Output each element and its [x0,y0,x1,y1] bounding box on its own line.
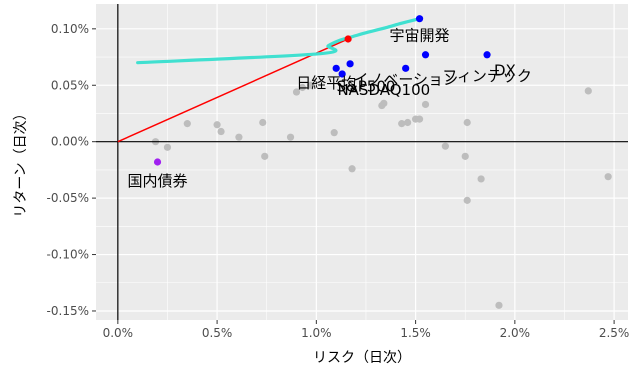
highlight-point [346,60,354,68]
y-tick-label: -0.05% [47,191,89,205]
x-tick-label: 2.5% [599,326,630,340]
data-point [441,142,449,150]
data-point [604,173,612,181]
x-tick-label: 1.5% [400,326,431,340]
point-label: DX [494,62,516,80]
point-label: イノベーション [353,71,458,89]
data-point [477,175,485,183]
highlight-point [402,64,410,72]
y-tick-label: -0.10% [47,248,89,262]
highlight-point [421,51,430,59]
capital-market-line [117,38,349,143]
plot-panel [96,4,628,320]
data-point [495,301,503,309]
x-tick-label: 1.0% [301,326,332,340]
highlighted-fund-points [332,15,491,78]
data-point [286,133,295,141]
highlight-point [483,51,491,59]
point-label: 日経平均 [296,74,356,92]
domestic-bond-point [153,158,162,166]
data-point [404,118,412,127]
point-label: フィンテック [442,67,532,85]
y-tick-label: 0.05% [51,78,89,92]
data-point [183,120,191,128]
y-tick-label: 0.10% [51,22,89,36]
data-point [330,129,338,137]
bond-point-label: 国内債券 [128,172,188,190]
data-point [292,88,301,96]
x-tick-label: 0.0% [103,326,134,340]
data-point [461,152,469,160]
data-point [463,118,471,127]
point-label: S&P500 [337,77,396,95]
data-point [415,115,424,123]
highlight-point [338,70,346,78]
data-point [380,99,388,107]
data-point [398,120,406,128]
data-point [584,87,592,95]
x-axis-title: リスク（日次） [313,350,411,366]
data-point [213,121,221,129]
point-label: NASDAQ100 [337,81,430,99]
data-point [348,165,356,173]
data-point [163,143,172,151]
y-axis-title: リターン（日次） [13,106,29,217]
highlight-point [332,64,340,72]
x-tick-label: 2.0% [500,326,531,340]
data-point [235,133,243,141]
data-point [261,152,269,160]
highlight-point [415,15,424,23]
y-axis-ticks: -0.15% -0.10% -0.05% 0.00% 0.05% 0.10% [47,22,96,318]
x-tick-label: 0.5% [202,326,233,340]
x-axis-ticks: 0.0% 0.5% 1.0% 1.5% 2.0% 2.5% [103,320,630,340]
point-label: 宇宙開発 [390,27,450,45]
tangency-portfolio-point [344,35,352,43]
other-fund-points [151,81,612,309]
data-point [217,127,225,136]
data-point [421,100,430,109]
data-point [306,81,314,89]
data-point [259,118,267,127]
data-point [298,83,307,92]
y-tick-label: -0.15% [47,304,89,318]
data-point [463,196,471,204]
y-tick-label: 0.00% [51,135,89,149]
